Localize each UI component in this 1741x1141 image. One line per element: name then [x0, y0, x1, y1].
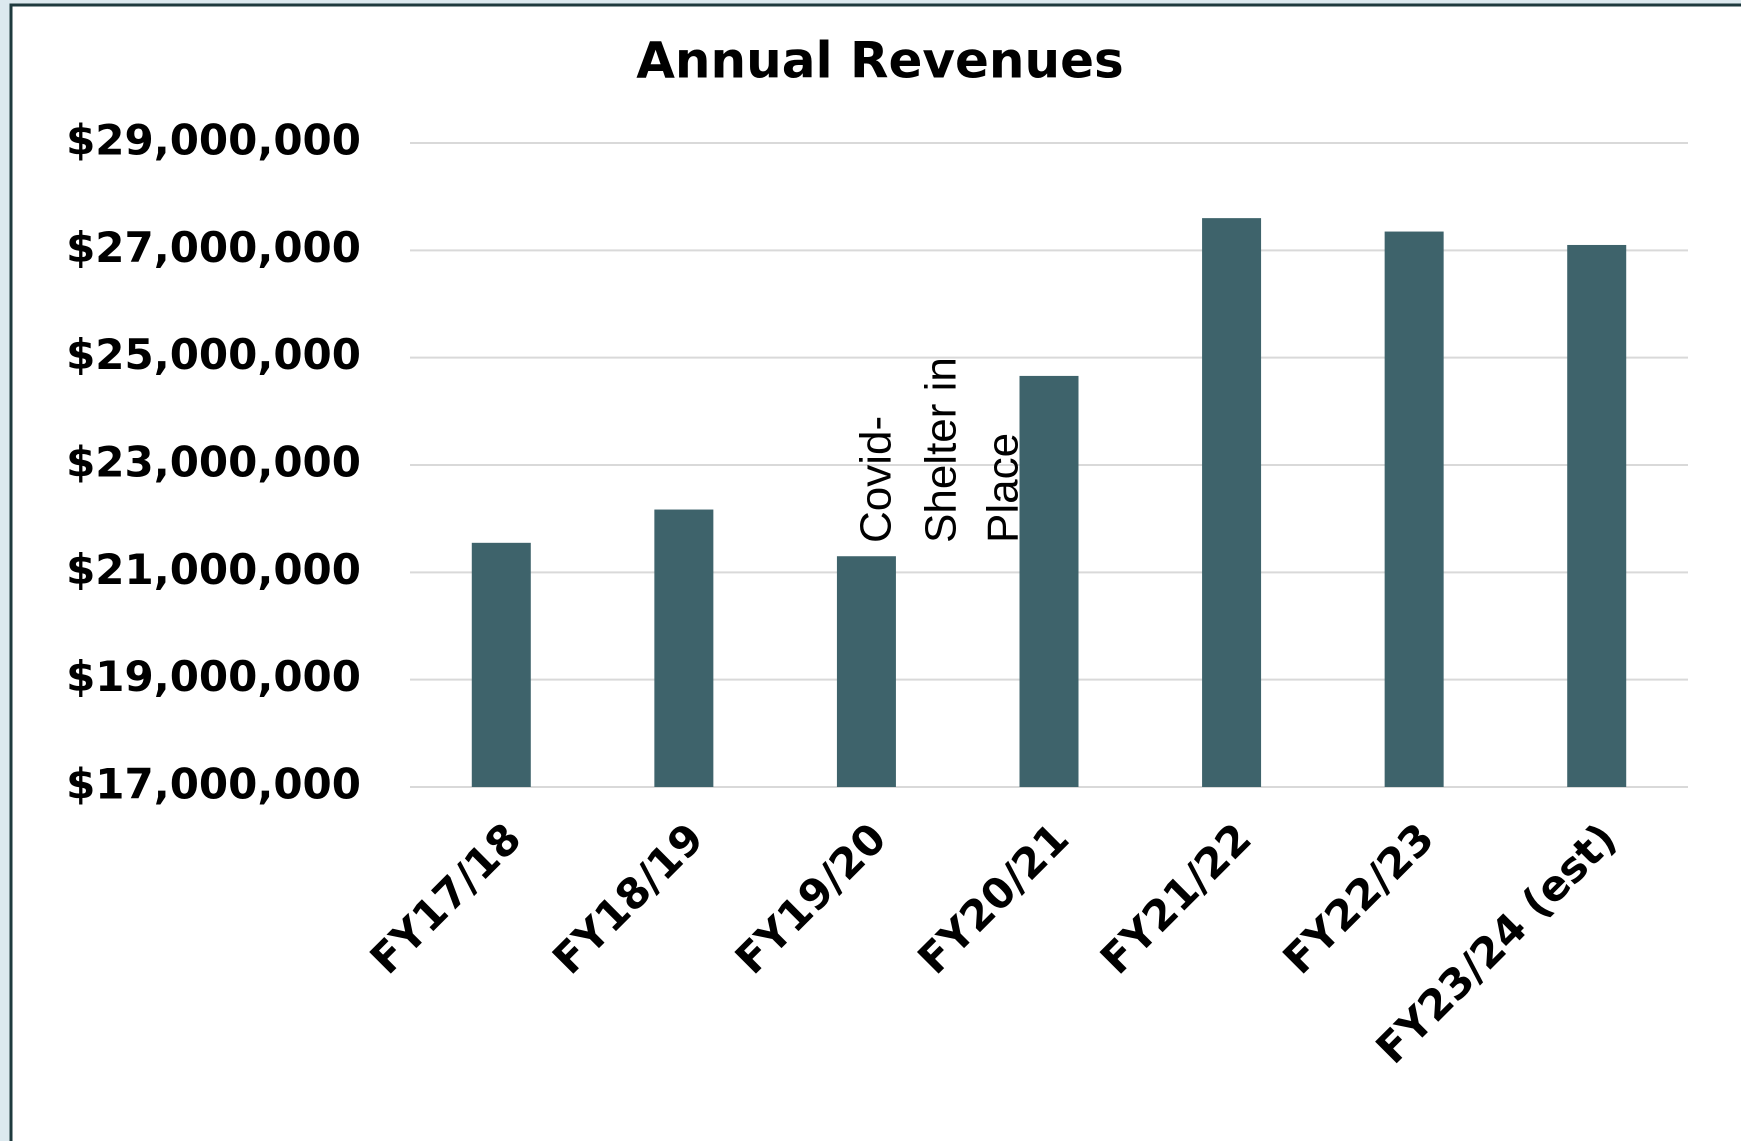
bar [1019, 375, 1079, 787]
bar [471, 542, 531, 787]
annotation: Covid- [852, 416, 901, 543]
bar [1202, 218, 1262, 788]
y-tick-label: $29,000,000 [66, 116, 361, 165]
annotation: Shelter in [917, 357, 966, 543]
bar [1567, 244, 1627, 787]
annotation: Place [979, 433, 1028, 543]
y-tick-label: $19,000,000 [66, 652, 361, 701]
y-tick-label: $17,000,000 [66, 760, 361, 809]
y-tick-label: $23,000,000 [66, 438, 361, 487]
y-tick-label: $27,000,000 [66, 223, 361, 272]
chart-title: Annual Revenues [636, 32, 1124, 90]
y-tick-label: $21,000,000 [66, 545, 361, 594]
bar [1384, 231, 1444, 788]
bar [836, 556, 896, 787]
bar [654, 509, 714, 787]
y-tick-label: $25,000,000 [66, 330, 361, 379]
